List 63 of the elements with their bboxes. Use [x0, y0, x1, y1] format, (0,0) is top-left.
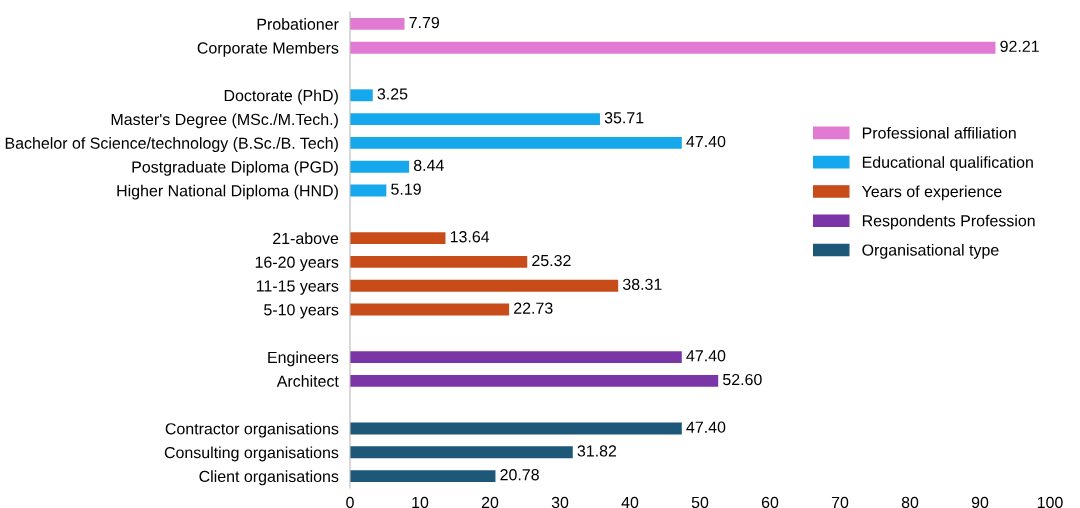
- data-label: 38.31: [622, 278, 662, 290]
- data-label: 20.78: [500, 469, 539, 481]
- data-label: 47.40: [686, 135, 726, 148]
- x-tick-label: 100: [1037, 496, 1063, 508]
- y-tick-label: Bachelor of Science/technology (B.Sc./B. Tech): [5, 137, 338, 152]
- y-tick-label: Probationer: [257, 18, 339, 30]
- x-tick-label: 60: [761, 496, 779, 508]
- y-tick-label: Client organisations: [199, 470, 339, 486]
- data-label: 31.82: [577, 445, 617, 457]
- legend-label: Professional affiliation: [862, 126, 1016, 139]
- data-label: 7.79: [409, 16, 440, 29]
- y-tick-label: 21-above: [273, 232, 339, 245]
- bar: [350, 446, 573, 459]
- legend-label: Organisational type: [862, 243, 999, 259]
- y-tick-label: Contractor organisations: [165, 422, 339, 438]
- data-label: 13.64: [450, 231, 490, 243]
- x-tick-label: 10: [412, 496, 429, 508]
- y-tick-label: Postgraduate Diploma (PGD): [132, 160, 338, 176]
- bar: [350, 41, 996, 54]
- x-tick-label: 50: [691, 496, 709, 508]
- bar: [350, 232, 446, 245]
- data-label: 25.32: [532, 254, 571, 267]
- x-tick-label: 20: [481, 496, 499, 508]
- data-label: 52.60: [723, 373, 762, 386]
- legend-label: Years of experience: [861, 185, 1002, 201]
- x-tick-label: 70: [831, 496, 849, 508]
- data-label: 5.19: [391, 183, 421, 195]
- y-tick-label: Engineers: [268, 351, 339, 367]
- bar: [350, 470, 496, 483]
- data-label: 35.71: [604, 112, 644, 124]
- y-tick-label: Consulting organisations: [164, 446, 339, 462]
- bar: [350, 374, 719, 387]
- data-label: 47.40: [686, 350, 726, 362]
- legend-label: Educational qualification: [862, 156, 1033, 172]
- y-tick-label: Higher National Diploma (HND): [117, 184, 338, 200]
- bar: [350, 17, 405, 30]
- y-tick-label: Master's Degree (MSc./M.Tech.): [111, 113, 338, 129]
- data-label: 8.44: [413, 159, 444, 171]
- x-tick-label: 90: [971, 496, 989, 508]
- y-tick-label: Architect: [276, 375, 339, 387]
- x-tick-label: 40: [621, 496, 639, 508]
- x-tick-label: 0: [346, 496, 354, 508]
- bar: [350, 89, 373, 102]
- bar: [350, 351, 682, 364]
- bar: [350, 113, 600, 126]
- x-tick-label: 30: [551, 496, 569, 508]
- x-tick-label: 80: [901, 496, 919, 508]
- data-label: 92.21: [1000, 40, 1039, 52]
- y-tick-label: 11-15 years: [256, 280, 339, 295]
- y-tick-label: 5-10 years: [264, 304, 339, 319]
- bar: [350, 279, 619, 292]
- data-label: 47.40: [686, 421, 726, 433]
- y-tick-label: Corporate Members: [197, 41, 339, 57]
- data-label: 3.25: [377, 88, 408, 100]
- bar: [350, 136, 682, 149]
- y-tick-label: Doctorate (PhD): [224, 89, 338, 105]
- y-tick-label: 16-20 years: [255, 256, 339, 271]
- data-label: 22.73: [514, 302, 553, 314]
- legend-label: Respondents Profession: [862, 214, 1035, 230]
- bar: [350, 255, 528, 268]
- bar: [350, 303, 510, 316]
- bar: [350, 422, 682, 435]
- bar: [350, 160, 410, 173]
